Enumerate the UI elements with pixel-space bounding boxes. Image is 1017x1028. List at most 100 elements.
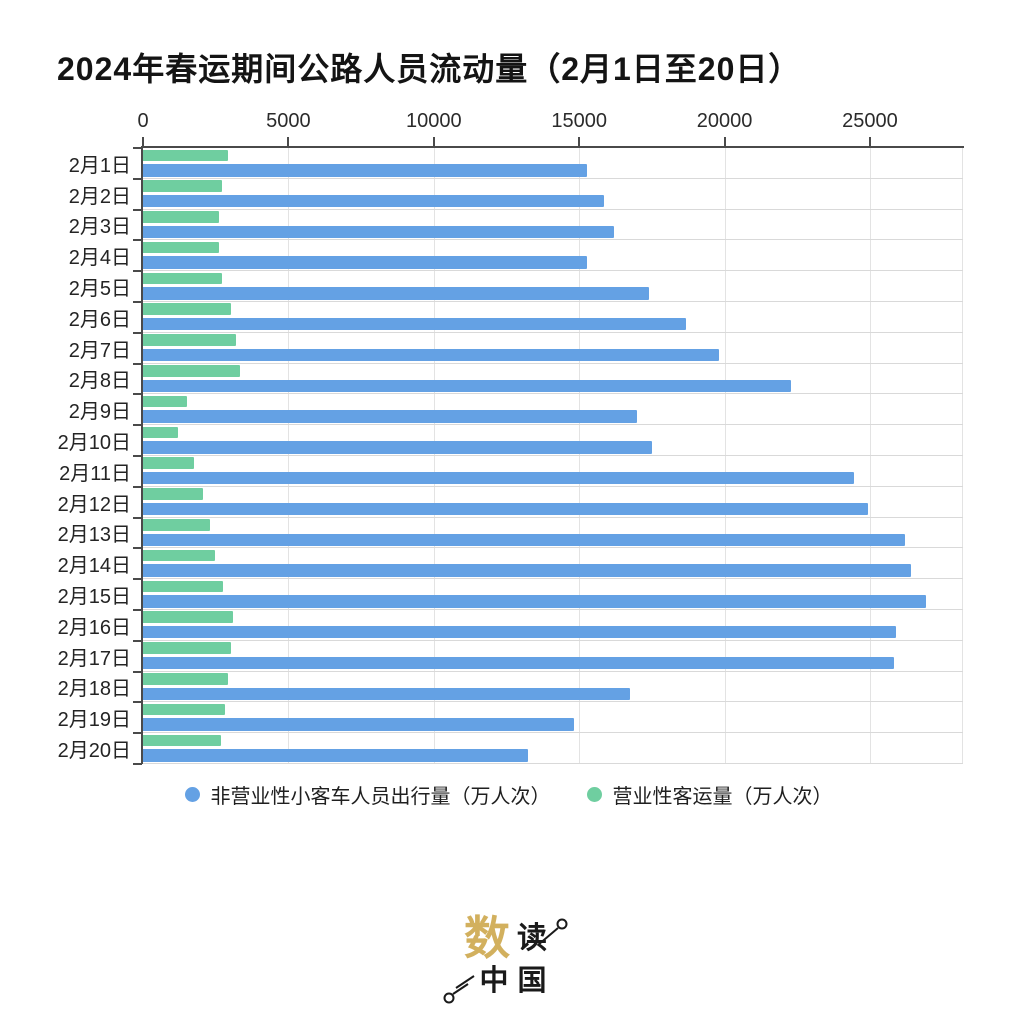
bar-noncommercial-car — [143, 471, 854, 485]
bar-commercial-transport — [143, 395, 187, 408]
logo-char-guo: 国 — [517, 963, 546, 997]
y-axis-tick — [133, 177, 142, 180]
y-axis-tick — [133, 639, 142, 642]
x-axis-tick — [432, 137, 435, 147]
bar-noncommercial-car — [143, 656, 895, 670]
day-row — [143, 487, 963, 518]
bar-commercial-transport — [143, 426, 178, 439]
day-row — [143, 733, 963, 764]
y-axis-tick — [133, 485, 142, 488]
logo-pin-decoration-top — [537, 918, 568, 946]
x-axis-tick-label: 20000 — [696, 110, 753, 132]
day-row — [143, 456, 963, 487]
bar-noncommercial-car — [143, 718, 575, 731]
y-axis-label: 2月7日 — [68, 339, 131, 362]
legend-item-commercial-transport: 营业性客运量（万人次） — [586, 780, 833, 809]
chart-title: 2024年春运期间公路人员流动量（2月1日至20日） — [57, 51, 802, 87]
bar-commercial-transport — [143, 457, 195, 469]
y-axis-tick — [133, 516, 142, 519]
bar-commercial-transport — [143, 734, 221, 747]
bar-noncommercial-car — [143, 256, 588, 269]
bar-noncommercial-car — [143, 379, 791, 393]
bar-noncommercial-car — [143, 533, 905, 547]
day-row — [143, 333, 963, 364]
bar-commercial-transport — [143, 549, 216, 562]
logo-pin-decoration-bottom — [443, 975, 475, 1004]
logo-char-zhong: 中 — [479, 963, 508, 997]
bar-commercial-transport — [143, 211, 220, 223]
bar-noncommercial-car — [143, 410, 638, 423]
y-axis-label: 2月16日 — [57, 616, 131, 639]
x-axis-tick-label: 10000 — [405, 110, 462, 132]
y-axis-tick — [133, 424, 142, 427]
y-axis-label: 2月15日 — [57, 586, 131, 609]
bar-noncommercial-car — [143, 287, 650, 300]
bar-noncommercial-car — [143, 194, 605, 208]
y-axis-label: 2月9日 — [68, 401, 131, 424]
x-axis-tick — [578, 137, 581, 147]
bar-commercial-transport — [143, 365, 240, 377]
bar-commercial-transport — [143, 272, 222, 285]
gridline — [433, 148, 435, 764]
legend-label: 非营业性小客车人员出行量（万人次） — [210, 785, 551, 808]
x-axis-tick-label: 25000 — [842, 110, 898, 132]
gridline — [579, 148, 581, 764]
bar-commercial-transport — [143, 673, 229, 685]
y-axis-tick — [133, 239, 142, 242]
y-axis-label: 2月5日 — [68, 278, 131, 301]
x-axis-tick-label: 0 — [137, 110, 149, 132]
logo-char-shu: 数 — [464, 911, 510, 965]
plot-right-border — [962, 148, 963, 764]
y-axis-tick — [133, 578, 142, 581]
day-row — [143, 179, 963, 210]
shuducn-watermark-logo: 数 读 中 国 — [443, 911, 568, 1004]
y-axis-label: 2月20日 — [57, 740, 131, 763]
bar-commercial-transport — [143, 580, 224, 593]
bar-noncommercial-car — [143, 687, 630, 701]
day-row — [143, 641, 963, 672]
x-axis-tick — [142, 137, 144, 147]
bar-noncommercial-car — [143, 625, 896, 639]
y-axis-tick — [133, 763, 142, 765]
y-axis-label: 2月6日 — [68, 308, 131, 331]
bar-chart: 0 5000 10000 15000 20000 25000 2月1日 2月2日 2月3日 2月4… — [0, 100, 1017, 790]
y-axis-tick — [133, 670, 142, 673]
x-axis-tick — [723, 137, 726, 147]
y-axis-line — [141, 146, 143, 764]
bar-commercial-transport — [143, 334, 236, 346]
legend-dot-icon — [184, 786, 200, 802]
day-row — [143, 210, 963, 241]
bar-noncommercial-car — [143, 502, 868, 516]
bar-commercial-transport — [143, 180, 222, 192]
bar-commercial-transport — [143, 303, 232, 315]
y-axis-label: 2月10日 — [57, 432, 131, 455]
day-row — [143, 518, 963, 549]
x-axis-tick-label: 5000 — [266, 110, 311, 132]
bar-noncommercial-car — [143, 749, 528, 762]
y-axis-label: 2月17日 — [57, 647, 131, 670]
y-axis-tick — [133, 455, 142, 457]
y-axis-tick — [133, 208, 142, 211]
day-row — [143, 610, 963, 641]
y-axis-label: 2月14日 — [57, 555, 131, 578]
y-axis-tick — [133, 301, 142, 303]
y-axis-tick — [133, 732, 142, 735]
bar-noncommercial-car — [143, 164, 588, 177]
gridline — [869, 148, 871, 764]
bar-commercial-transport — [143, 703, 225, 716]
y-axis-label: 2月4日 — [68, 247, 131, 270]
y-axis-label: 2月8日 — [68, 370, 131, 393]
gridline — [288, 148, 290, 764]
day-row — [143, 548, 963, 580]
y-axis-label: 2月12日 — [57, 493, 131, 516]
bar-commercial-transport — [143, 149, 229, 161]
bar-commercial-transport — [143, 611, 234, 623]
bar-noncommercial-car — [143, 348, 719, 362]
legend-dot-icon — [586, 786, 602, 802]
x-axis-tick — [287, 137, 290, 147]
bar-noncommercial-car — [143, 595, 926, 608]
y-axis-label: 2月13日 — [57, 524, 131, 547]
day-row — [143, 240, 963, 272]
logo-char-du: 读 — [517, 921, 547, 956]
